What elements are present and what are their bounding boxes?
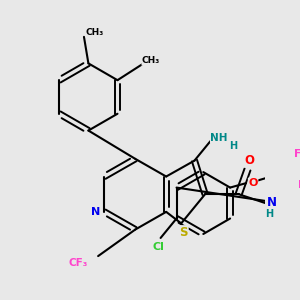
Text: O: O <box>248 178 258 188</box>
Text: H: H <box>265 208 273 219</box>
Text: O: O <box>244 154 254 167</box>
Text: NH: NH <box>211 133 228 142</box>
Text: CH₃: CH₃ <box>85 28 104 37</box>
Text: Cl: Cl <box>153 242 165 252</box>
Text: CF₃: CF₃ <box>69 258 88 268</box>
Text: F: F <box>293 149 300 159</box>
Text: N: N <box>267 196 277 209</box>
Text: CH₃: CH₃ <box>142 56 160 65</box>
Text: H: H <box>229 142 237 152</box>
Text: S: S <box>180 226 188 239</box>
Text: N: N <box>91 207 100 217</box>
Text: F: F <box>298 180 300 190</box>
